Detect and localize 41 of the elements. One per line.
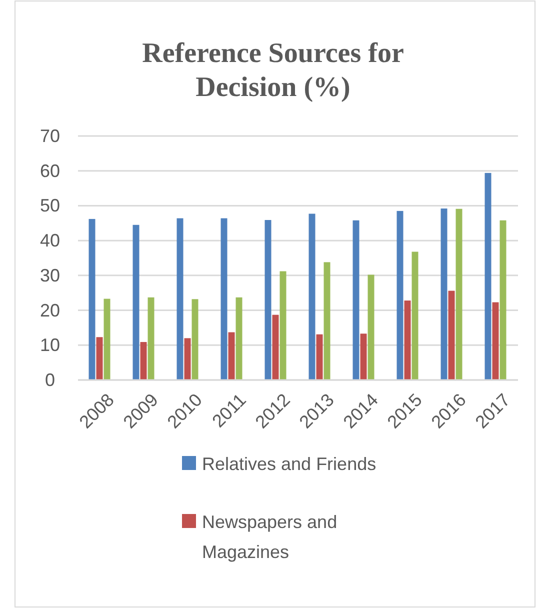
- bar: [220, 218, 228, 380]
- bar: [484, 172, 492, 380]
- bar: [492, 302, 499, 380]
- y-tick-label: 0: [44, 370, 56, 390]
- bar: [148, 297, 154, 380]
- bar: [176, 218, 184, 380]
- bar: [308, 214, 316, 380]
- bar: [272, 314, 279, 380]
- bar: [192, 299, 198, 380]
- y-tick-label: 10: [40, 335, 60, 356]
- bar: [440, 208, 448, 380]
- bar: [368, 274, 374, 380]
- bar: [360, 334, 367, 380]
- bar: [264, 220, 272, 380]
- bar: [396, 210, 404, 380]
- bar: [104, 298, 110, 380]
- y-tick-label: 20: [40, 300, 60, 320]
- bar: [316, 334, 323, 380]
- bar: [140, 342, 147, 380]
- chart-title: Reference Sources for Decision (%): [142, 38, 404, 103]
- bar: [412, 252, 418, 380]
- y-tick-label: 40: [40, 230, 60, 251]
- bar: [456, 208, 462, 380]
- y-tick-label: 30: [40, 265, 60, 286]
- bar: [448, 290, 455, 380]
- bar: [352, 220, 360, 380]
- bar: [500, 220, 506, 380]
- bar: [280, 271, 286, 380]
- y-tick-label: 60: [40, 160, 60, 181]
- legend-label: Newspapers and Magazines: [202, 512, 338, 562]
- bar: [132, 224, 140, 380]
- bar: [404, 300, 411, 380]
- bar: [228, 332, 235, 380]
- y-tick-label: 50: [40, 196, 60, 216]
- bar: [184, 338, 191, 380]
- legend-label: Relatives and Friends: [202, 454, 376, 474]
- y-tick-label: 70: [40, 126, 60, 146]
- bar: [88, 218, 96, 380]
- bar: [236, 297, 242, 380]
- bar: [96, 337, 103, 380]
- bar: [324, 262, 330, 380]
